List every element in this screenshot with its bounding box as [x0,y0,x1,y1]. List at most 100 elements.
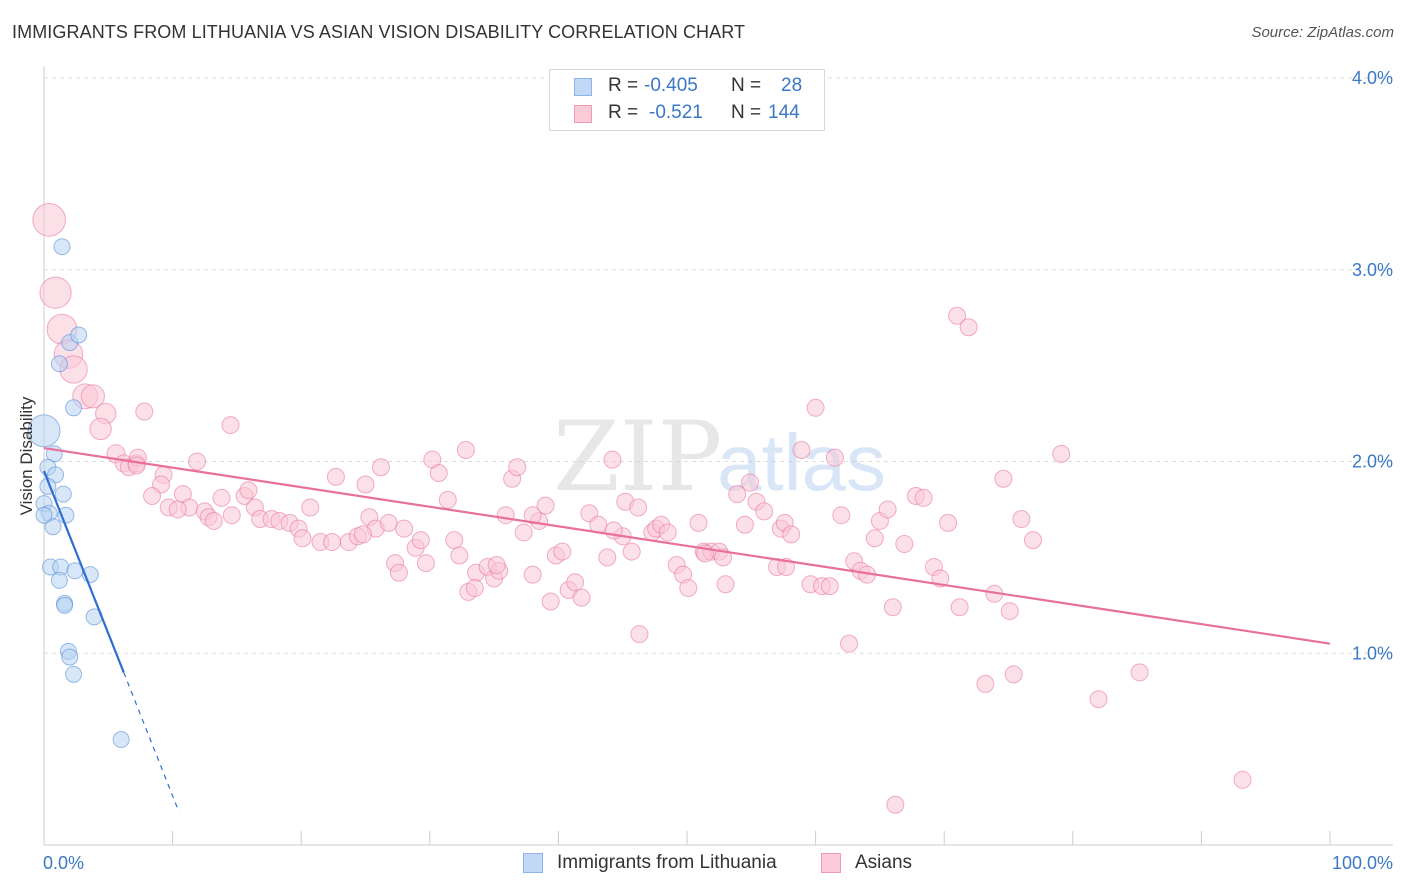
data-point [939,513,958,532]
trendline-lithuania-extension [123,672,180,813]
data-point [679,579,698,598]
series-asians [32,203,1252,814]
data-point [222,506,241,525]
data-point [572,588,591,607]
data-point [379,513,398,532]
axes [43,66,1393,846]
data-point [371,458,390,477]
data-point [886,795,905,814]
data-point [630,625,649,644]
data-point [50,355,68,373]
trendline-asians [43,446,1331,645]
data-point [50,571,68,589]
chart-source: Source: ZipAtlas.com [1251,24,1394,41]
data-point [755,502,774,521]
series-lithuania [27,238,130,749]
bottom-legend-label: Immigrants from Lithuania [557,852,777,873]
data-point [541,592,560,611]
trendlines [42,446,1331,813]
data-point [56,596,74,614]
data-point [777,557,796,576]
data-point [450,546,469,565]
data-point [293,529,312,548]
legend-swatch-blue [574,78,592,96]
data-point [689,513,708,532]
data-point [326,467,345,486]
data-point [782,525,801,544]
y-tick-label: 3.0% [1352,260,1393,280]
data-point [221,416,240,435]
chart-title: IMMIGRANTS FROM LITHUANIA VS ASIAN VISIO… [12,22,746,42]
data-point [395,519,414,538]
y-tick-labels: 1.0% 2.0% 3.0% 4.0% [1352,68,1393,663]
data-point [523,506,542,525]
data-point [622,542,641,561]
data-point [950,598,969,617]
data-point [959,318,978,337]
data-point [728,485,747,504]
data-point [508,458,527,477]
data-point [27,414,61,448]
data-point [89,417,112,441]
data-point [792,440,811,459]
data-point [301,498,320,517]
data-point [878,500,897,519]
data-point [168,500,187,519]
legend-r-value: -0.521 [649,102,703,123]
x-tick-label-min: 0.0% [43,853,84,873]
data-point [735,515,754,534]
data-point [553,542,572,561]
data-point [35,506,53,524]
data-point [948,306,967,325]
y-tick-label: 4.0% [1352,68,1393,88]
data-point [429,464,448,483]
data-point [1052,444,1071,463]
data-point [127,456,146,475]
y-tick-label: 1.0% [1352,643,1393,663]
watermark-zip: ZIP [553,401,722,513]
data-point [806,398,825,417]
bottom-legend-swatch-pink [821,853,841,873]
data-point [716,575,735,594]
data-point [487,556,506,575]
data-point [1004,665,1023,684]
data-point [714,548,733,567]
data-point [1023,531,1042,550]
y-tick-label: 2.0% [1352,452,1393,472]
data-point [44,518,62,536]
data-point [54,485,72,503]
legend-r-label: R = [608,102,639,123]
data-point [536,496,555,515]
data-point [445,531,464,550]
trendline-lithuania [42,470,125,673]
data-point [840,634,859,653]
data-point [1233,770,1252,789]
data-point [80,384,105,409]
data-point [825,448,844,467]
data-point [566,573,585,592]
data-point [65,399,83,417]
data-point [865,529,884,548]
data-point [57,506,75,524]
data-point [603,450,622,469]
data-point [629,498,648,517]
data-point [135,402,154,421]
data-point [523,565,542,584]
data-point [832,506,851,525]
x-tick-label-max: 100.0% [1332,853,1393,873]
data-point [994,469,1013,488]
data-point [323,533,342,552]
y-axis-label: Vision Disability [17,396,36,515]
data-point [456,440,475,459]
data-point [976,674,995,693]
bottom-legend-label: Asians [855,852,913,873]
data-point [411,531,430,550]
legend-r-label: R = [608,75,639,96]
data-point [70,326,88,344]
legend-n-label: N = [731,102,762,123]
data-point [1000,602,1019,621]
data-point [438,490,457,509]
stats-legend: R = -0.405 N = 28 R = -0.521 N = 144 [549,69,825,131]
data-point [1089,690,1108,709]
